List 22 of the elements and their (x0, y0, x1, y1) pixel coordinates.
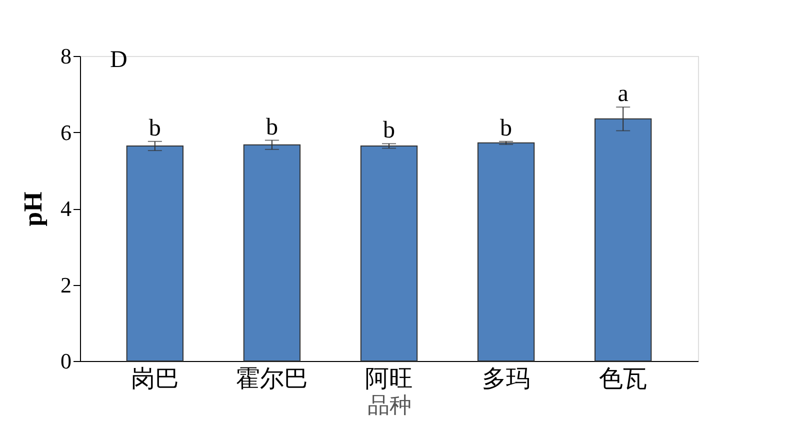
annotation: a (618, 81, 629, 108)
x-axis-title: 品种 (368, 392, 412, 418)
y-tick-label: 4 (60, 196, 72, 221)
x-tick-label: 色瓦 (599, 366, 648, 392)
x-tick-label: 多玛 (482, 366, 530, 392)
x-tick-label: 霍尔巴 (236, 366, 308, 392)
y-tick-label: 6 (60, 120, 72, 145)
annotation: b (148, 115, 161, 142)
y-tick-label: 8 (60, 44, 72, 68)
y-axis-title: pH (18, 192, 48, 226)
bar (477, 142, 535, 362)
y-tick-label: 0 (60, 348, 72, 374)
x-tick-label: 岗巴 (130, 366, 179, 392)
y-tick-label: 2 (60, 272, 72, 298)
annotation: b (500, 115, 512, 142)
bar (126, 145, 184, 362)
bar (243, 144, 301, 362)
annotation: b (383, 118, 395, 144)
annotation: D (110, 47, 128, 73)
annotation: b (266, 114, 278, 140)
x-tick-label: 阿旺 (365, 366, 413, 392)
bar (360, 145, 418, 362)
